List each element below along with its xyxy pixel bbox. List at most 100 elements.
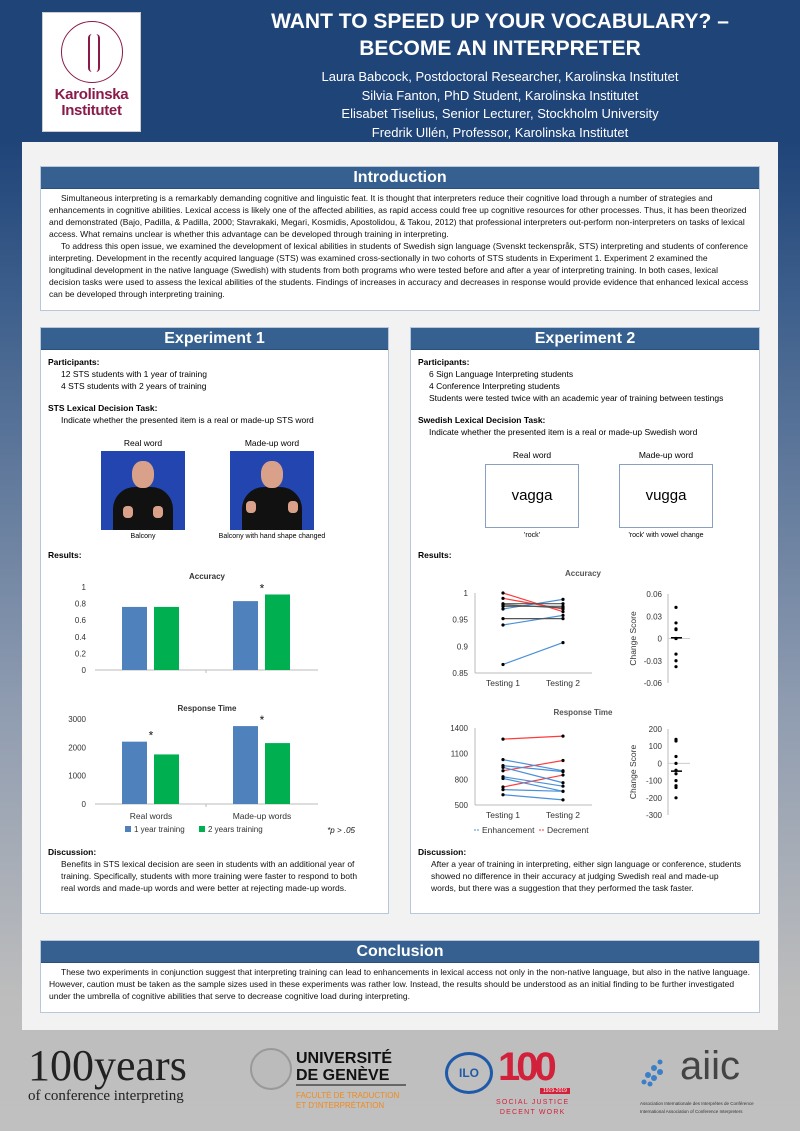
geneva-seal-icon [250, 1048, 292, 1090]
discussion-text: After a year of training in interpreting… [431, 859, 741, 893]
change-tick-label: -100 [646, 777, 663, 786]
data-point [561, 610, 565, 614]
data-point [501, 785, 505, 789]
participant-line [502, 776, 564, 787]
ilo-100-logo: 100 [498, 1045, 557, 1089]
poster-title: WANT TO SPEED UP YOUR VOCABULARY? – BECO… [200, 8, 800, 62]
ilo-logo: ILO [445, 1052, 493, 1094]
task-description: Indicate whether the presented item is a… [61, 415, 314, 425]
participant-line [502, 735, 564, 740]
bar [154, 606, 179, 670]
section-heading: Introduction [41, 167, 759, 189]
data-point [561, 758, 565, 763]
author: Silvia Fanton, PhD Student, Karolinska I… [361, 87, 639, 103]
legend-swatch [199, 826, 205, 832]
data-point [561, 789, 565, 793]
y-tick-label: 3000 [68, 715, 86, 724]
conclusion-text: These two experiments in conjunction sug… [49, 967, 750, 1001]
data-point [561, 641, 565, 645]
data-point [561, 784, 565, 788]
data-point [561, 613, 565, 618]
author: Elisabet Tiselius, Senior Lecturer, Stoc… [341, 106, 659, 121]
y-tick-label: 0.95 [452, 616, 468, 625]
results-label: Results: [48, 550, 82, 560]
participant-line [502, 592, 564, 613]
logo-word: years [94, 1041, 187, 1090]
participant-item: 6 Sign Language Interpreting students [429, 369, 574, 379]
data-point [501, 793, 505, 797]
category-label: Testing 1 [486, 678, 520, 688]
data-point [501, 776, 505, 781]
madeup-word-stimulus: vugga [619, 464, 713, 528]
madeup-caption: 'rock' with vowel change [628, 532, 704, 539]
madeup-caption: Balcony with hand shape changed [218, 533, 326, 540]
participant-line [502, 777, 564, 792]
real-caption: Balcony [130, 533, 156, 540]
data-point [501, 591, 505, 595]
change-point [674, 652, 678, 656]
change-tick-label: 100 [649, 742, 663, 751]
author: Laura Babcock, Postdoctoral Researcher, … [321, 69, 679, 84]
data-point [561, 773, 565, 777]
bar [265, 743, 290, 804]
change-tick-label: -0.03 [644, 657, 663, 666]
section-heading: Conclusion [41, 941, 759, 963]
change-point [674, 754, 678, 759]
y-tick-label: 0.2 [75, 649, 87, 658]
change-point [674, 605, 678, 609]
data-point [561, 602, 565, 606]
chart-title: Accuracy [189, 572, 226, 581]
legend-label: 1 year training [134, 825, 185, 834]
change-axis-label: Change Score [628, 611, 638, 666]
category-label: Made-up words [233, 811, 292, 821]
y-tick-label: 0.9 [457, 642, 469, 651]
y-tick-label: 800 [455, 775, 469, 784]
y-tick-label: 0.6 [75, 616, 87, 625]
real-word-label: Real word [123, 438, 163, 448]
change-point [674, 628, 678, 632]
aiic-tagline: Association Internationale des Interprèt… [640, 1100, 754, 1116]
madeup-word-label: Made-up word [244, 438, 300, 448]
author-list: Laura Babcock, Postdoctoral Researcher, … [200, 68, 800, 142]
y-tick-label: 500 [455, 801, 469, 810]
discussion-label: Discussion: [48, 847, 97, 857]
y-tick-label: 1 [82, 583, 87, 592]
change-point [674, 779, 678, 783]
category-label: Testing 1 [486, 810, 520, 820]
data-point [501, 603, 505, 607]
change-point [674, 659, 678, 663]
participant-line [502, 614, 564, 626]
madeup-sign-photo [230, 451, 314, 530]
data-point [561, 597, 565, 602]
bar [122, 741, 147, 804]
data-point [501, 788, 505, 792]
section-heading: Experiment 2 [411, 328, 759, 350]
legend-label: 2 years training [208, 825, 263, 834]
conclusion-section: Conclusion These two experiments in conj… [40, 940, 760, 1013]
change-axis-label: Change Score [628, 745, 638, 800]
chart-title: Response Time [178, 704, 238, 713]
bar [265, 594, 290, 670]
legend-label: Decrement [547, 825, 589, 835]
change-point [674, 772, 678, 776]
y-tick-label: 1400 [450, 724, 468, 733]
participant-line [502, 604, 564, 609]
y-tick-label: 0.4 [75, 633, 87, 642]
participants-label: Participants: [418, 357, 470, 367]
data-point [561, 606, 565, 610]
y-tick-label: 0.85 [452, 669, 468, 678]
logo-sub: of conference interpreting [28, 1088, 184, 1104]
data-point [501, 769, 505, 773]
logo-line1: Karolinska [54, 86, 129, 103]
change-tick-label: 0 [658, 635, 663, 644]
participant-item: 12 STS students with 1 year of training [61, 369, 207, 379]
change-point [674, 739, 678, 743]
intro-paragraph: Simultaneous interpreting is a remarkabl… [49, 193, 747, 239]
participant-line [502, 765, 564, 773]
geneva-logo: UNIVERSITÉ DE GENÈVE FACULTÉ DE TRADUCTI… [296, 1050, 406, 1111]
y-tick-label: 0 [82, 666, 87, 675]
sponsor-logos: 100 years of conference interpreting UNIV… [0, 1030, 800, 1131]
intro-paragraph: To address this open issue, we examined … [49, 241, 749, 299]
change-point [674, 785, 678, 790]
bar [233, 726, 258, 804]
